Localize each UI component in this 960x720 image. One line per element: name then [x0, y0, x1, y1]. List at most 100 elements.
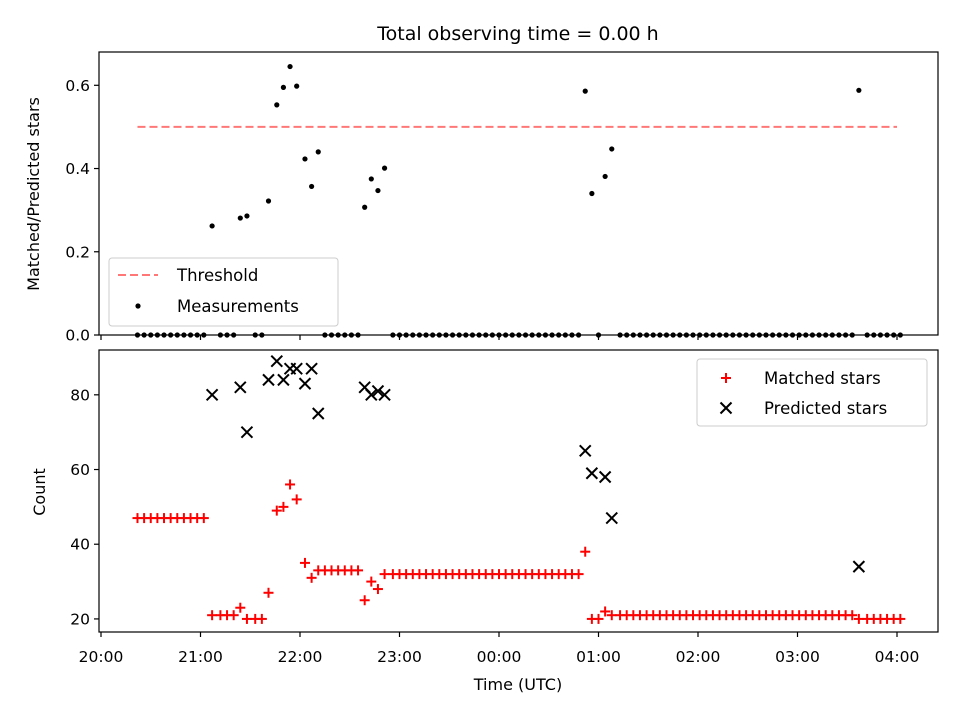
x-axis-label: Time (UTC) [473, 675, 562, 694]
predicted-point-19 [852, 560, 866, 573]
predicted-point-18 [605, 511, 618, 525]
predicted-point-10-b [312, 407, 325, 420]
predicted-point-14-b [378, 388, 391, 402]
predicted-point-3-b [262, 373, 275, 387]
matched-point-18 [256, 613, 267, 624]
measurement-point-67 [589, 190, 595, 197]
bottom-axes-frame [98, 349, 939, 633]
top-x-axis [100, 335, 898, 340]
predicted-point-16 [585, 467, 599, 480]
x-tick-label-4: 00:00 [477, 648, 522, 666]
x-tick-label-1: 21:00 [178, 648, 223, 666]
predicted-point-0-b [205, 388, 219, 402]
top-y-tick-label-0: 0.0 [65, 327, 90, 345]
measurement-point-34 [368, 176, 374, 182]
measurement-point-19 [265, 198, 272, 204]
matched-point-15 [235, 602, 246, 613]
measurement-point-35 [375, 187, 381, 194]
measurement-point-11 [209, 223, 215, 229]
matched-point-113 [895, 613, 906, 624]
predicted-point-12 [365, 388, 378, 402]
legend-matched-label: Matched stars [764, 369, 881, 388]
predicted-point-15 [579, 444, 592, 458]
matched-point-33 [359, 595, 370, 606]
matched-point-21 [278, 501, 289, 512]
matched-point-23 [291, 494, 302, 505]
bottom-y-tick-label-0: 20 [70, 610, 90, 628]
bottom-y-axis-label: Count [30, 468, 49, 516]
predicted-point-9 [305, 362, 318, 375]
x-tick-label-2: 22:00 [278, 648, 323, 666]
predicted-point-11-b [358, 381, 371, 394]
predicted-point-12-b [365, 388, 378, 402]
top-panel: 0.0 0.2 0.4 0.6 Matched/Predicted stars Thr… [24, 51, 939, 345]
predicted-point-5-b [277, 373, 290, 387]
predicted-point-17-b [598, 470, 612, 484]
bottom-x-axis: 20:00 21:00 22:00 23:00 00:00 01:00 02:00 03:00… [79, 632, 919, 666]
top-legend-box [108, 257, 339, 327]
matched-point-19 [263, 587, 274, 598]
matched-point-106 [847, 610, 858, 621]
predicted-point-7 [290, 362, 303, 375]
predicted-point-16-b [585, 467, 599, 480]
predicted-point-8-b [298, 377, 312, 390]
predicted-point-4-b [270, 354, 283, 368]
predicted-point-2 [240, 425, 254, 439]
bottom-y-tick-label-2: 60 [70, 461, 90, 479]
measurement-point-33 [362, 204, 368, 210]
predicted-point-13-b [371, 384, 385, 398]
bottom-marks [132, 354, 906, 624]
top-y-axis: 0.0 0.2 0.4 0.6 [65, 77, 99, 345]
x-tick-label-7: 03:00 [775, 648, 820, 666]
predicted-point-7-b [290, 362, 303, 375]
x-tick-label-6: 02:00 [676, 648, 721, 666]
bottom-y-tick-label-1: 40 [70, 536, 90, 554]
matched-point-22 [285, 479, 296, 490]
legend-matched-swatch [721, 373, 731, 383]
predicted-point-1 [234, 381, 247, 394]
legend-predicted-swatch [719, 401, 733, 415]
legend-predicted-swatch-b [719, 401, 733, 415]
matched-point-68 [593, 613, 604, 624]
matched-point-65 [573, 569, 584, 580]
x-tick-label-5: 01:00 [576, 648, 621, 666]
top-y-tick-label-3: 0.6 [65, 77, 90, 95]
measurement-point-69 [602, 173, 608, 180]
measurement-point-36 [381, 165, 388, 171]
matched-point-24 [299, 557, 310, 568]
predicted-point-0 [205, 388, 219, 402]
predicted-point-13 [371, 384, 385, 398]
matched-point-66 [580, 546, 591, 557]
bottom-panel: 20 40 60 80 20:00 21:00 22:00 23:00 00:00 01:00 0… [30, 349, 939, 694]
bottom-legend: Matched stars Predicted stars [696, 358, 928, 427]
predicted-point-14 [378, 388, 391, 402]
matched-point-10 [198, 513, 209, 524]
predicted-point-15-b [579, 444, 592, 458]
top-y-tick-label-2: 0.4 [65, 160, 90, 178]
legend-threshold-label: Threshold [176, 266, 258, 285]
matched-point-14 [228, 610, 239, 621]
predicted-point-18-b [605, 511, 618, 525]
measurement-point-22 [287, 63, 293, 70]
predicted-point-8 [298, 377, 312, 390]
bottom-y-axis: 20 40 60 80 [70, 386, 99, 628]
bottom-legend-box [696, 358, 928, 427]
measurement-point-16 [244, 213, 250, 219]
top-axes-frame [98, 51, 939, 336]
predicted-point-10 [312, 407, 325, 420]
predicted-point-3 [262, 373, 275, 387]
measurement-point-20 [274, 102, 280, 108]
predicted-point-9-b [305, 362, 318, 375]
legend-predicted-label: Predicted stars [764, 399, 887, 418]
predicted-point-2-b [240, 425, 254, 439]
matched-point-34 [366, 576, 377, 587]
measurement-point-66 [582, 88, 588, 94]
bottom-y-tick-label-3: 80 [70, 386, 90, 404]
top-legend: Threshold Measurements [108, 257, 339, 327]
top-y-tick-label-1: 0.2 [65, 243, 90, 261]
measurement-point-21 [280, 84, 287, 90]
measurement-point-26 [315, 149, 321, 155]
predicted-point-1-b [234, 381, 247, 394]
x-tick-label-0: 20:00 [79, 648, 124, 666]
matched-point-25 [306, 572, 317, 583]
